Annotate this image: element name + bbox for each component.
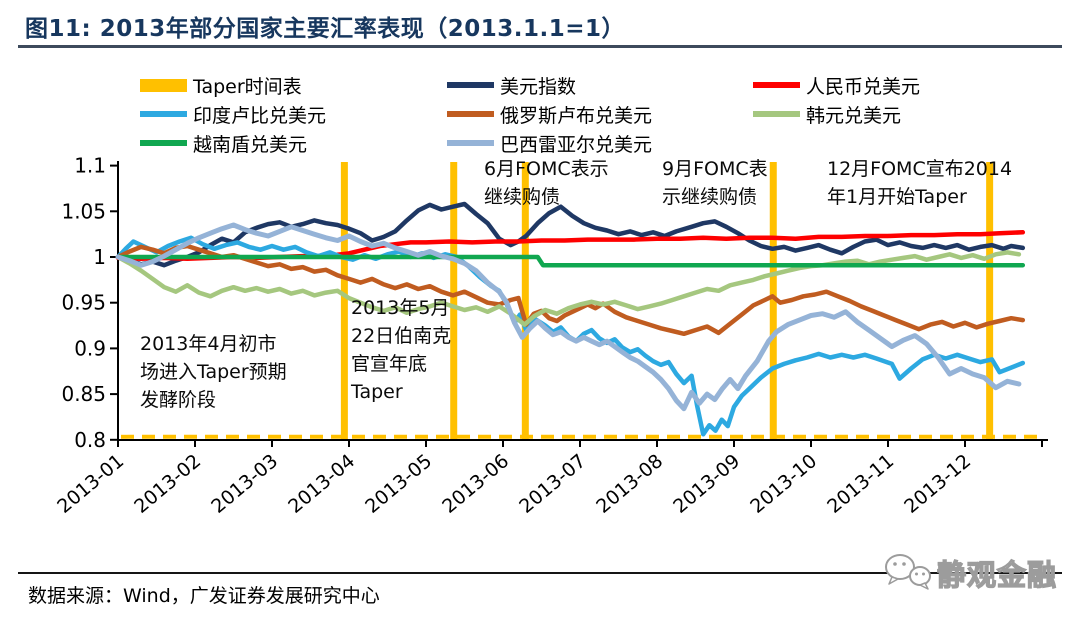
legend-item-cny: 人民币兑美元	[753, 74, 1043, 98]
y-tick-label: 0.95	[61, 291, 106, 315]
figure-title: 图11: 2013年部分国家主要汇率表现（2013.1.1=1）	[25, 16, 625, 42]
x-tick-label: 2013-06	[438, 450, 513, 518]
watermark-text: 静观金融	[936, 557, 1058, 592]
legend-label-brl: 巴西雷亚尔兑美元	[500, 133, 653, 156]
annotation-april-expectation: 2013年4月初市 场进入Taper预期 发酵阶段	[140, 333, 287, 411]
footer-divider	[18, 572, 1062, 574]
x-tick-label: 2013-05	[361, 450, 436, 518]
x-tick-label: 2013-03	[207, 450, 282, 518]
annotation-june-fomc: 6月FOMC表示 继续购债	[484, 158, 609, 208]
x-tick-label: 2013-12	[900, 450, 975, 518]
series-line-vnd	[115, 254, 1026, 268]
wechat-icon	[885, 554, 931, 590]
legend-item-inr: 印度卢比兑美元	[140, 103, 447, 127]
x-tick-label: 2013-07	[515, 450, 590, 518]
legend-swatch-usd	[447, 82, 494, 88]
legend-label-usd: 美元指数	[500, 75, 577, 98]
chart-legend: Taper时间表 美元指数 人民币兑美元印度卢比兑美元 俄罗斯卢布兑美元 韩元兑美元越南…	[140, 74, 1043, 156]
legend-label-inr: 印度卢比兑美元	[193, 104, 327, 127]
legend-label-vnd: 越南盾兑美元	[193, 133, 308, 156]
y-tick-label: 0.8	[74, 428, 106, 452]
annotation-sept-fomc: 9月FOMC表 示继续购债	[662, 158, 768, 208]
legend-item-krw: 韩元兑美元	[753, 103, 1043, 127]
x-tick-label: 2013-02	[130, 450, 205, 518]
legend-label-rub: 俄罗斯卢布兑美元	[500, 104, 653, 127]
series-line-usd	[115, 201, 1026, 268]
watermark: 静观金融	[882, 551, 1057, 595]
x-tick-label: 2013-08	[592, 450, 667, 518]
y-tick-label: 1.05	[61, 199, 106, 223]
y-tick-label: 1	[93, 245, 106, 269]
data-source: 数据来源：Wind，广发证券发展研究中心	[28, 585, 380, 607]
x-tick-label: 2013-11	[823, 450, 898, 518]
y-tick-label: 0.85	[61, 382, 106, 406]
legend-swatch-taper	[140, 78, 187, 92]
series-line-rub	[115, 243, 1026, 337]
x-tick-label: 2013-10	[746, 450, 821, 518]
x-tick-label: 2013-04	[284, 450, 359, 518]
legend-item-brl: 巴西雷亚尔兑美元	[447, 132, 753, 156]
y-tick-label: 0.9	[74, 336, 106, 360]
legend-swatch-vnd	[140, 140, 187, 146]
x-tick-label: 2013-01	[53, 450, 128, 518]
series-line-inr	[115, 235, 1026, 437]
legend-swatch-brl	[447, 140, 494, 146]
legend-swatch-rub	[447, 111, 494, 117]
legend-label-cny: 人民币兑美元	[806, 75, 921, 98]
legend-label-krw: 韩元兑美元	[806, 104, 902, 127]
legend-item-usd: 美元指数	[447, 74, 753, 98]
legend-item-vnd: 越南盾兑美元	[140, 132, 447, 156]
legend-item-taper: Taper时间表	[140, 74, 447, 98]
x-tick-label: 2013-09	[669, 450, 744, 518]
series-line-brl	[115, 222, 1022, 412]
legend-swatch-inr	[140, 111, 187, 117]
title-underline	[18, 45, 1062, 48]
legend-swatch-krw	[753, 111, 800, 117]
annotation-dec-fomc: 12月FOMC宣布2014 年1月开始Taper	[827, 158, 1013, 208]
y-tick-label: 1.1	[74, 154, 106, 178]
annotation-may22-bernanke: 2013年5月 22日伯南克 官宣年底 Taper	[351, 297, 452, 403]
legend-swatch-cny	[753, 82, 800, 88]
legend-label-taper: Taper时间表	[193, 75, 302, 98]
legend-item-rub: 俄罗斯卢布兑美元	[447, 103, 753, 127]
